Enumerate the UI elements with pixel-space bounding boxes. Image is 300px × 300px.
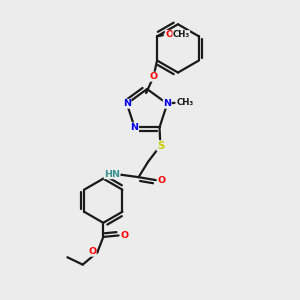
Text: N: N [123, 99, 131, 108]
Text: N: N [163, 99, 171, 108]
Text: O: O [149, 72, 158, 81]
Text: S: S [157, 141, 164, 151]
Text: O: O [120, 231, 128, 240]
Text: O: O [88, 247, 96, 256]
Text: O: O [165, 30, 173, 39]
Text: CH₃: CH₃ [177, 98, 194, 107]
Text: O: O [158, 176, 166, 184]
Text: N: N [130, 123, 139, 132]
Text: CH₃: CH₃ [173, 30, 190, 39]
Text: HN: HN [104, 170, 120, 179]
